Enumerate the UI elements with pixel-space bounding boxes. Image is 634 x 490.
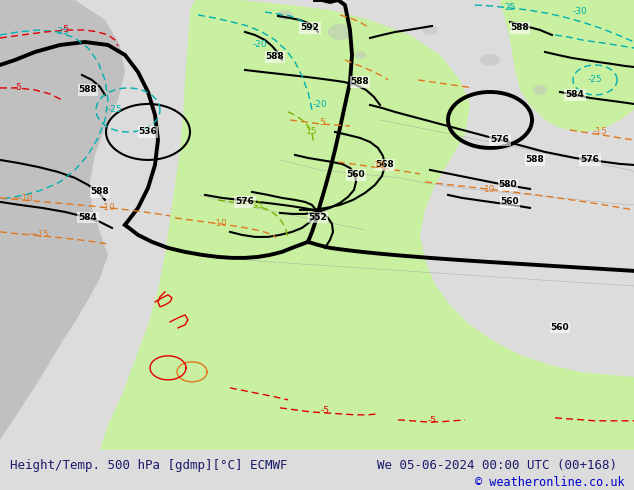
Text: 580: 580 <box>499 180 517 190</box>
Text: 584: 584 <box>566 91 585 99</box>
Polygon shape <box>100 0 634 450</box>
Text: Height/Temp. 500 hPa [gdmp][°C] ECMWF: Height/Temp. 500 hPa [gdmp][°C] ECMWF <box>10 459 287 471</box>
Text: -5: -5 <box>321 406 330 416</box>
Text: -15: -15 <box>593 127 607 136</box>
Text: 5: 5 <box>319 119 325 127</box>
Text: -25: -25 <box>55 27 69 36</box>
Text: -5: -5 <box>13 83 22 93</box>
Text: 588: 588 <box>79 85 98 95</box>
Polygon shape <box>480 54 500 66</box>
Polygon shape <box>422 25 438 35</box>
Text: -25: -25 <box>588 75 602 84</box>
Text: -10: -10 <box>212 220 228 228</box>
Polygon shape <box>0 0 125 440</box>
Text: -20: -20 <box>253 41 268 49</box>
Text: -5: -5 <box>427 416 436 425</box>
Text: 588: 588 <box>266 52 285 61</box>
Polygon shape <box>533 85 547 95</box>
Text: 560: 560 <box>551 323 569 332</box>
Text: 588: 588 <box>510 24 529 32</box>
Text: 10: 10 <box>374 161 385 171</box>
Text: -5: -5 <box>60 25 70 34</box>
Text: 588: 588 <box>91 187 110 196</box>
Text: 560: 560 <box>501 197 519 206</box>
Text: 536: 536 <box>139 127 157 136</box>
Polygon shape <box>354 51 366 59</box>
Text: -10: -10 <box>101 203 115 213</box>
Text: ~-15: ~-15 <box>28 230 48 240</box>
Text: -25: -25 <box>108 105 122 115</box>
Text: 592: 592 <box>301 24 320 32</box>
Text: 576: 576 <box>236 197 254 206</box>
Text: 584: 584 <box>79 214 98 222</box>
Text: 568: 568 <box>375 160 394 170</box>
Text: -30: -30 <box>573 7 587 17</box>
Text: 576: 576 <box>491 135 510 145</box>
Text: 15: 15 <box>252 201 264 210</box>
Polygon shape <box>277 10 293 20</box>
Text: 560: 560 <box>347 171 365 179</box>
Text: -20: -20 <box>313 100 327 109</box>
Text: We 05-06-2024 00:00 UTC (00+168): We 05-06-2024 00:00 UTC (00+168) <box>377 459 618 471</box>
Text: 10: 10 <box>484 185 496 195</box>
Text: 588: 588 <box>526 155 545 165</box>
Polygon shape <box>500 0 634 132</box>
Text: 552: 552 <box>309 214 327 222</box>
Text: 588: 588 <box>351 77 370 86</box>
Text: © weatheronline.co.uk: © weatheronline.co.uk <box>475 476 624 490</box>
Text: 15: 15 <box>306 127 318 136</box>
Text: 576: 576 <box>581 155 599 165</box>
Text: 25: 25 <box>504 3 515 13</box>
Text: ~-10: ~-10 <box>12 195 32 203</box>
Polygon shape <box>328 24 352 40</box>
